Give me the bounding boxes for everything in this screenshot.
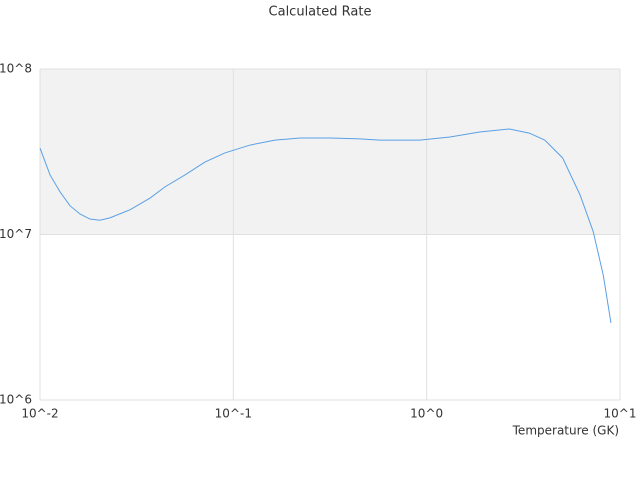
x-axis-label: Temperature (GK)	[512, 424, 619, 438]
plot-band	[40, 69, 620, 235]
x-tick-label: 10^-1	[215, 407, 252, 421]
y-tick-label: 10^8	[0, 62, 32, 76]
x-tick-label: 10^0	[410, 407, 443, 421]
x-tick-label: 10^1	[604, 407, 637, 421]
x-tick-label: 10^-2	[21, 407, 58, 421]
y-tick-label: 10^7	[0, 227, 32, 241]
data-line	[39, 128, 612, 324]
chart-title: Calculated Rate	[269, 5, 372, 20]
y-tick-label: 10^6	[0, 393, 32, 407]
